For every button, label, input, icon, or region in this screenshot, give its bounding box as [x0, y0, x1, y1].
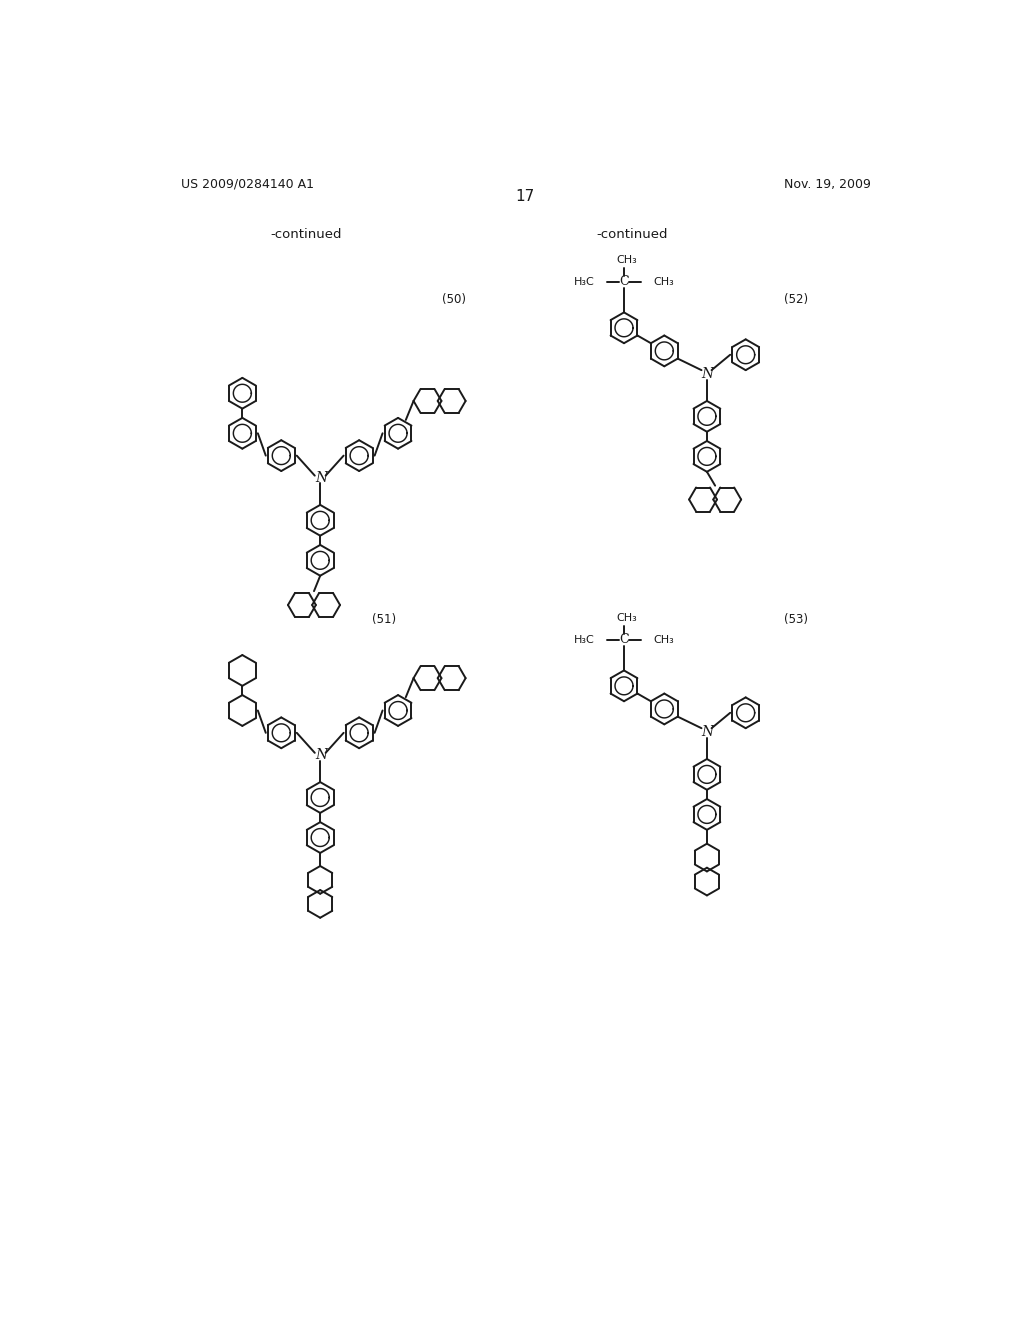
Text: H₃C: H₃C	[573, 635, 595, 644]
Text: US 2009/0284140 A1: US 2009/0284140 A1	[180, 178, 313, 190]
Text: H₃C: H₃C	[573, 277, 595, 286]
Text: CH₃: CH₃	[653, 277, 674, 286]
Text: N: N	[315, 748, 328, 762]
Text: C: C	[620, 634, 629, 647]
Text: Nov. 19, 2009: Nov. 19, 2009	[783, 178, 870, 190]
Text: 17: 17	[515, 189, 535, 205]
Text: CH₃: CH₃	[616, 255, 637, 264]
Text: (51): (51)	[372, 612, 396, 626]
Text: (52): (52)	[783, 293, 808, 306]
Text: C: C	[620, 275, 629, 288]
Text: (53): (53)	[783, 612, 808, 626]
Text: CH₃: CH₃	[653, 635, 674, 644]
Text: CH₃: CH₃	[616, 612, 637, 623]
Text: -continued: -continued	[270, 227, 342, 240]
Text: (50): (50)	[442, 293, 466, 306]
Text: N: N	[700, 725, 713, 739]
Text: N: N	[700, 367, 713, 381]
Text: -continued: -continued	[596, 227, 668, 240]
Text: N: N	[315, 471, 328, 484]
